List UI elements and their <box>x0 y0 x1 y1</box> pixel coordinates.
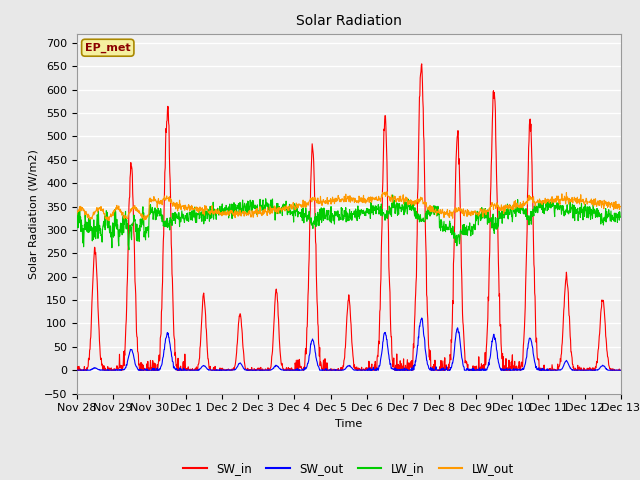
X-axis label: Time: Time <box>335 419 362 429</box>
Y-axis label: Solar Radiation (W/m2): Solar Radiation (W/m2) <box>28 149 38 278</box>
Title: Solar Radiation: Solar Radiation <box>296 14 402 28</box>
Legend: SW_in, SW_out, LW_in, LW_out: SW_in, SW_out, LW_in, LW_out <box>179 457 519 480</box>
Text: EP_met: EP_met <box>85 43 131 53</box>
